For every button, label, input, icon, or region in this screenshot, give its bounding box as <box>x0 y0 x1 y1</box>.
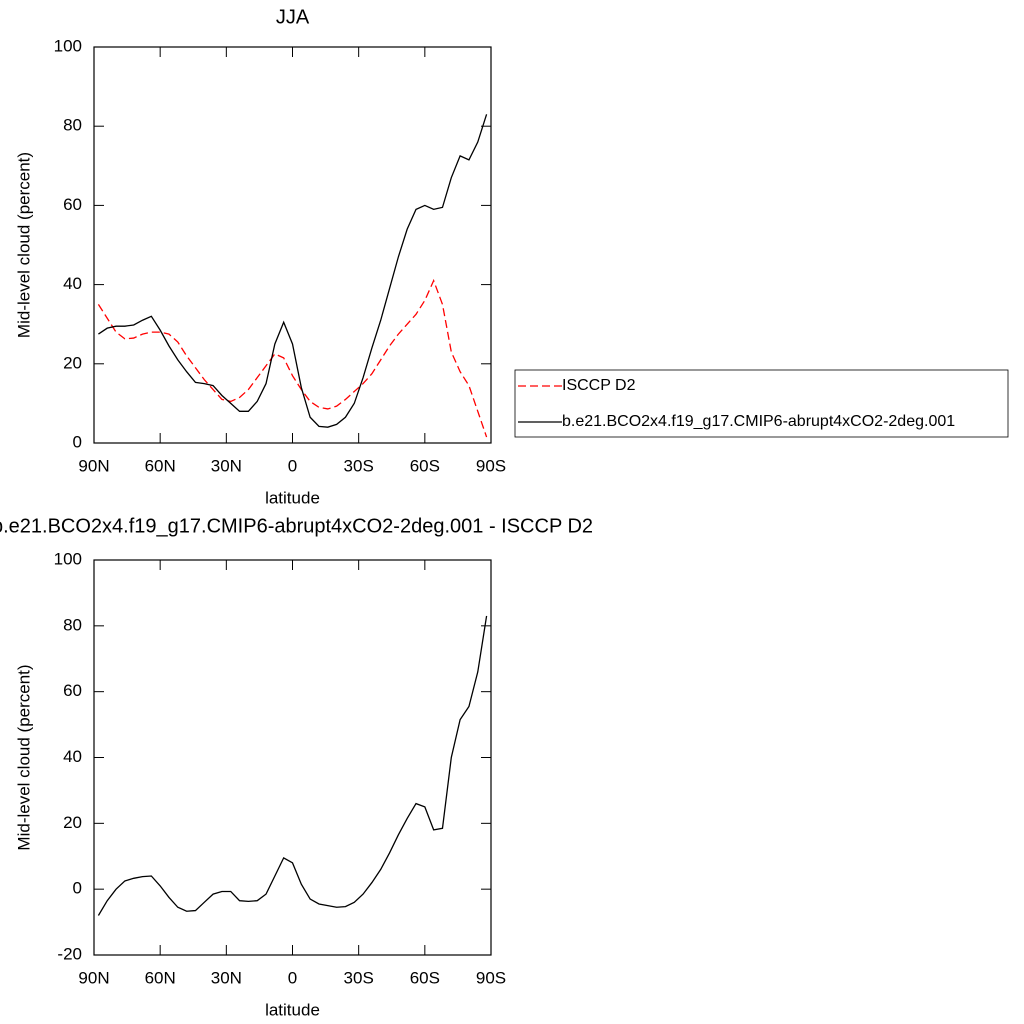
y-tick-label: 40 <box>63 747 82 766</box>
x-tick-label: 90N <box>78 456 109 475</box>
y-tick-label: 40 <box>63 274 82 293</box>
y-tick-label: -20 <box>57 944 82 963</box>
y-axis-label: Mid-level cloud (percent) <box>14 152 33 338</box>
x-tick-label: 0 <box>288 968 297 987</box>
chart-title: JJA <box>276 6 310 28</box>
y-tick-label: 60 <box>63 195 82 214</box>
chart-title: b.e21.BCO2x4.f19_g17.CMIP6-abrupt4xCO2-2… <box>0 515 593 537</box>
x-tick-label: 90N <box>78 968 109 987</box>
plot-frame <box>93 559 492 956</box>
y-tick-label: 20 <box>63 353 82 372</box>
y-tick-label: 0 <box>73 432 82 451</box>
x-tick-label: 60S <box>410 456 440 475</box>
y-tick-label: 80 <box>63 615 82 634</box>
legend-label: ISCCP D2 <box>562 377 636 394</box>
x-tick-label: 30S <box>344 456 374 475</box>
legend-label: b.e21.BCO2x4.f19_g17.CMIP6-abrupt4xCO2-2… <box>562 413 955 430</box>
x-tick-label: 30N <box>211 968 242 987</box>
x-axis-label: latitude <box>265 488 320 507</box>
x-tick-label: 60S <box>410 968 440 987</box>
x-tick-label: 30S <box>344 968 374 987</box>
y-tick-label: 100 <box>54 36 82 55</box>
y-axis-label: Mid-level cloud (percent) <box>14 664 33 850</box>
y-tick-label: 100 <box>54 549 82 568</box>
x-tick-label: 90S <box>476 968 506 987</box>
y-tick-label: 60 <box>63 681 82 700</box>
data-line <box>98 114 488 428</box>
x-tick-label: 60N <box>145 968 176 987</box>
x-tick-label: 30N <box>211 456 242 475</box>
x-axis-label: latitude <box>265 1000 320 1019</box>
x-tick-label: 0 <box>288 456 297 475</box>
x-tick-label: 90S <box>476 456 506 475</box>
y-tick-label: 0 <box>73 879 82 898</box>
legend-box <box>514 369 1009 438</box>
y-tick-label: 20 <box>63 813 82 832</box>
plot-frame <box>93 46 492 444</box>
y-tick-label: 80 <box>63 116 82 135</box>
data-line <box>97 278 488 438</box>
data-line <box>97 615 488 916</box>
x-tick-label: 60N <box>145 456 176 475</box>
